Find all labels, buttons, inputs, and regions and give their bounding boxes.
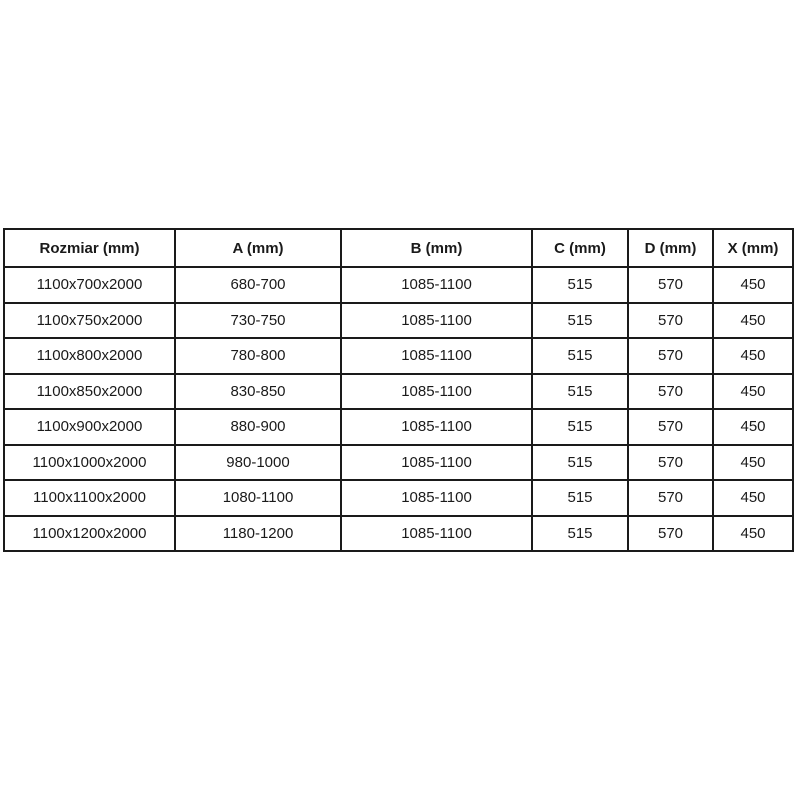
table-cell: 1085-1100 <box>340 266 533 304</box>
column-header-3: C (mm) <box>531 228 629 268</box>
table-cell: 570 <box>627 301 714 339</box>
column-header-0: Rozmiar (mm) <box>3 228 176 268</box>
table-cell: 1085-1100 <box>340 443 533 481</box>
table-cell: 1080-1100 <box>174 479 342 517</box>
table-cell: 1085-1100 <box>340 408 533 446</box>
table-cell: 450 <box>712 443 794 481</box>
table-cell: 1085-1100 <box>340 337 533 375</box>
table-cell: 450 <box>712 337 794 375</box>
table-row: 1100x800x2000 780-800 1085-1100 515 570 450 <box>3 337 794 375</box>
table-cell: 450 <box>712 372 794 410</box>
column-header-5: X (mm) <box>712 228 794 268</box>
table-row: 1100x1000x2000 980-1000 1085-1100 515 570 450 <box>3 443 794 481</box>
table-cell: 780-800 <box>174 337 342 375</box>
table-cell: 515 <box>531 408 629 446</box>
table-row: 1100x1200x2000 1180-1200 1085-1100 515 570 45… <box>3 514 794 552</box>
table-cell: 515 <box>531 479 629 517</box>
size-table: Rozmiar (mm) A (mm) B (mm) C (mm) D (mm) X (m… <box>3 228 794 552</box>
table-cell: 1100x750x2000 <box>3 301 176 339</box>
table-cell: 515 <box>531 337 629 375</box>
table-cell: 1085-1100 <box>340 514 533 552</box>
table-cell: 570 <box>627 266 714 304</box>
table-cell: 570 <box>627 443 714 481</box>
table-cell: 570 <box>627 408 714 446</box>
table-cell: 1100x1100x2000 <box>3 479 176 517</box>
table-cell: 1100x1000x2000 <box>3 443 176 481</box>
table-row: 1100x700x2000 680-700 1085-1100 515 570 450 <box>3 266 794 304</box>
table-cell: 450 <box>712 301 794 339</box>
table-cell: 450 <box>712 479 794 517</box>
table-cell: 450 <box>712 408 794 446</box>
table-cell: 1100x800x2000 <box>3 337 176 375</box>
table-cell: 1180-1200 <box>174 514 342 552</box>
table-row: 1100x900x2000 880-900 1085-1100 515 570 450 <box>3 408 794 446</box>
table-cell: 515 <box>531 514 629 552</box>
column-header-2: B (mm) <box>340 228 533 268</box>
column-header-4: D (mm) <box>627 228 714 268</box>
table-cell: 515 <box>531 266 629 304</box>
table-cell: 570 <box>627 479 714 517</box>
table-cell: 1100x850x2000 <box>3 372 176 410</box>
table-cell: 515 <box>531 443 629 481</box>
table-cell: 1085-1100 <box>340 479 533 517</box>
table-cell: 450 <box>712 266 794 304</box>
table-cell: 515 <box>531 372 629 410</box>
table-cell: 830-850 <box>174 372 342 410</box>
column-header-1: A (mm) <box>174 228 342 268</box>
table-cell: 880-900 <box>174 408 342 446</box>
table-body: 1100x700x2000 680-700 1085-1100 515 570 450 11… <box>3 266 794 552</box>
table-cell: 980-1000 <box>174 443 342 481</box>
table-row: 1100x1100x2000 1080-1100 1085-1100 515 570 45… <box>3 479 794 517</box>
table-row: 1100x750x2000 730-750 1085-1100 515 570 450 <box>3 301 794 339</box>
table-cell: 515 <box>531 301 629 339</box>
table-cell: 1085-1100 <box>340 301 533 339</box>
size-table-container: Rozmiar (mm) A (mm) B (mm) C (mm) D (mm) X (m… <box>3 228 794 552</box>
table-cell: 570 <box>627 372 714 410</box>
table-cell: 450 <box>712 514 794 552</box>
table-cell: 1100x1200x2000 <box>3 514 176 552</box>
table-cell: 1100x900x2000 <box>3 408 176 446</box>
table-cell: 1085-1100 <box>340 372 533 410</box>
table-cell: 570 <box>627 337 714 375</box>
table-cell: 680-700 <box>174 266 342 304</box>
table-cell: 570 <box>627 514 714 552</box>
table-cell: 1100x700x2000 <box>3 266 176 304</box>
table-cell: 730-750 <box>174 301 342 339</box>
header-row: Rozmiar (mm) A (mm) B (mm) C (mm) D (mm) X (m… <box>3 228 794 268</box>
table-row: 1100x850x2000 830-850 1085-1100 515 570 450 <box>3 372 794 410</box>
